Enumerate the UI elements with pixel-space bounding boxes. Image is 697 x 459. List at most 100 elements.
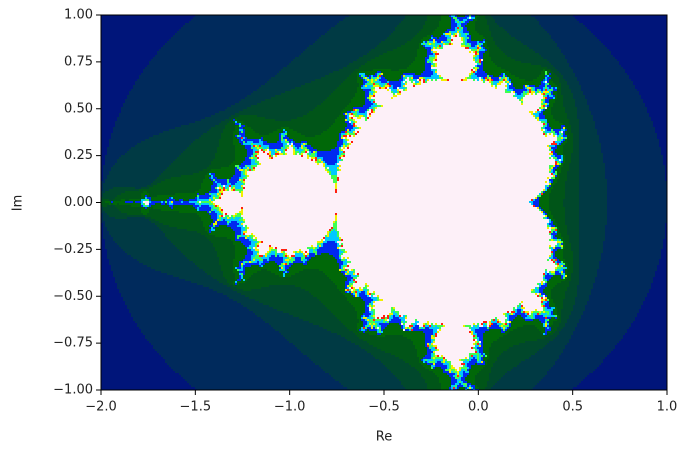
fractal-cell (525, 91, 527, 93)
fractal-cell (103, 215, 109, 217)
fractal-cell (241, 293, 311, 295)
fractal-cell (365, 119, 367, 121)
fractal-cell (105, 179, 155, 181)
fractal-cell (657, 265, 667, 267)
fractal-cell (247, 151, 253, 153)
fractal-cell (327, 169, 329, 171)
fractal-cell (517, 97, 521, 99)
fractal-cell (373, 103, 375, 105)
fractal-cell (563, 269, 565, 271)
fractal-cell (489, 79, 491, 81)
fractal-cell (561, 51, 611, 53)
fractal-cell (237, 301, 259, 303)
fractal-cell (475, 339, 477, 341)
fractal-cell (535, 85, 539, 87)
fractal-cell (371, 59, 415, 61)
fractal-cell (221, 189, 223, 191)
fractal-cell (533, 199, 535, 201)
fractal-cell (319, 247, 337, 249)
fractal-cell (547, 89, 549, 91)
fractal-cell (579, 169, 605, 171)
fractal-cell (241, 167, 243, 169)
fractal-cell (103, 233, 109, 235)
fractal-cell (563, 249, 571, 251)
fractal-cell (547, 343, 567, 345)
fractal-cell (303, 251, 305, 253)
fractal-cell (201, 203, 209, 205)
fractal-cell (299, 249, 301, 251)
fractal-cell (287, 269, 303, 271)
fractal-cell (377, 327, 379, 329)
fractal-cell (219, 259, 233, 261)
fractal-cell (519, 305, 521, 307)
fractal-cell (551, 177, 555, 179)
fractal-cell (219, 191, 223, 193)
fractal-cell (517, 93, 521, 95)
fractal-cell (561, 245, 563, 247)
fractal-cell (549, 169, 551, 171)
fractal-cell (579, 259, 601, 261)
fractal-cell (269, 157, 271, 159)
fractal-cell (607, 201, 667, 203)
fractal-cell (653, 277, 667, 279)
fractal-cell (547, 59, 567, 61)
fractal-cell (429, 55, 435, 57)
fractal-cell (465, 37, 467, 39)
fractal-cell (235, 251, 247, 253)
fractal-cell (547, 281, 561, 283)
fractal-cell (467, 33, 469, 35)
fractal-cell (359, 287, 361, 289)
fractal-cell (111, 203, 113, 205)
fractal-cell (559, 323, 565, 325)
fractal-cell (559, 121, 569, 123)
fractal-cell (497, 87, 507, 89)
fractal-cell (219, 263, 233, 265)
fractal-cell (383, 319, 385, 321)
fractal-cell (509, 327, 517, 329)
fractal-cell (333, 313, 357, 315)
fractal-cell (373, 323, 375, 325)
fractal-cell (283, 137, 289, 139)
fractal-cell (483, 41, 485, 43)
fractal-cell (539, 199, 549, 201)
fractal-cell (261, 269, 267, 271)
fractal-cell (403, 321, 405, 323)
fractal-cell (351, 279, 353, 281)
fractal-cell (561, 267, 563, 269)
fractal-cell (275, 119, 291, 121)
fractal-cell (429, 59, 433, 61)
fractal-cell (239, 177, 243, 179)
fractal-cell (285, 273, 295, 275)
fractal-cell (301, 53, 367, 55)
fractal-cell (313, 245, 317, 247)
fractal-cell (577, 79, 631, 81)
fractal-cell (101, 75, 139, 77)
fractal-cell (531, 63, 551, 65)
fractal-cell (245, 245, 249, 247)
fractal-cell (119, 245, 175, 247)
fractal-cell (555, 149, 563, 151)
fractal-cell (241, 123, 245, 125)
fractal-cell (505, 77, 507, 79)
fractal-cell (549, 209, 565, 211)
fractal-cell (241, 137, 243, 139)
fractal-cell (387, 81, 389, 83)
fractal-cell (509, 83, 511, 85)
fractal-cell (489, 47, 499, 49)
fractal-cell (557, 311, 561, 313)
fractal-cell (499, 79, 501, 81)
fractal-cell (399, 91, 401, 93)
fractal-cell (563, 127, 565, 129)
fractal-cell (355, 121, 357, 123)
fractal-cell (435, 39, 447, 41)
fractal-cell (345, 17, 405, 19)
fractal-cell (457, 31, 459, 33)
fractal-cell (579, 241, 603, 243)
fractal-cell (489, 25, 499, 27)
fractal-cell (373, 75, 377, 77)
fractal-cell (101, 181, 105, 183)
fractal-cell (259, 151, 263, 153)
fractal-cell (569, 341, 619, 343)
fractal-cell (359, 295, 367, 297)
fractal-cell (363, 85, 365, 87)
